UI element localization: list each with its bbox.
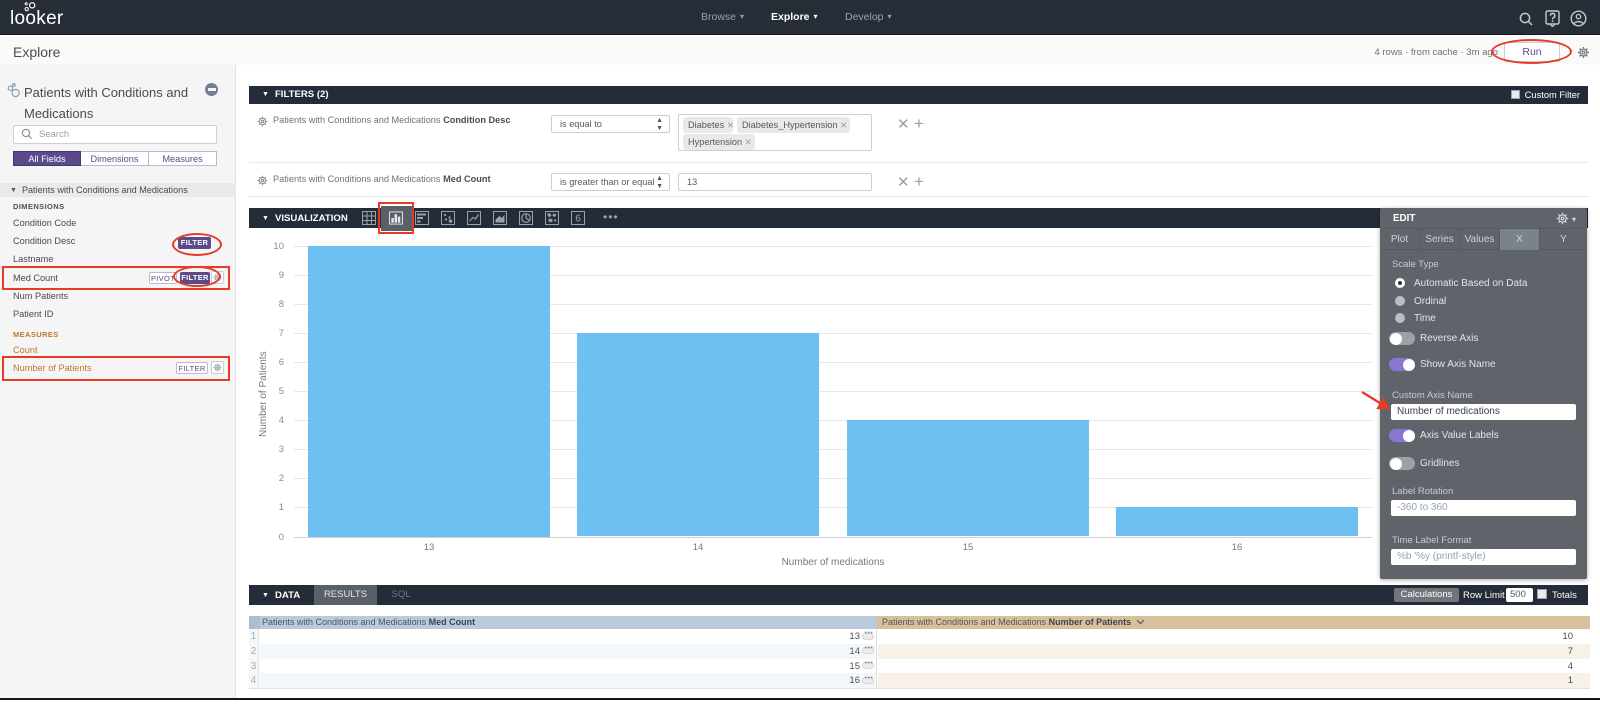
svg-text:6: 6 — [575, 214, 581, 225]
